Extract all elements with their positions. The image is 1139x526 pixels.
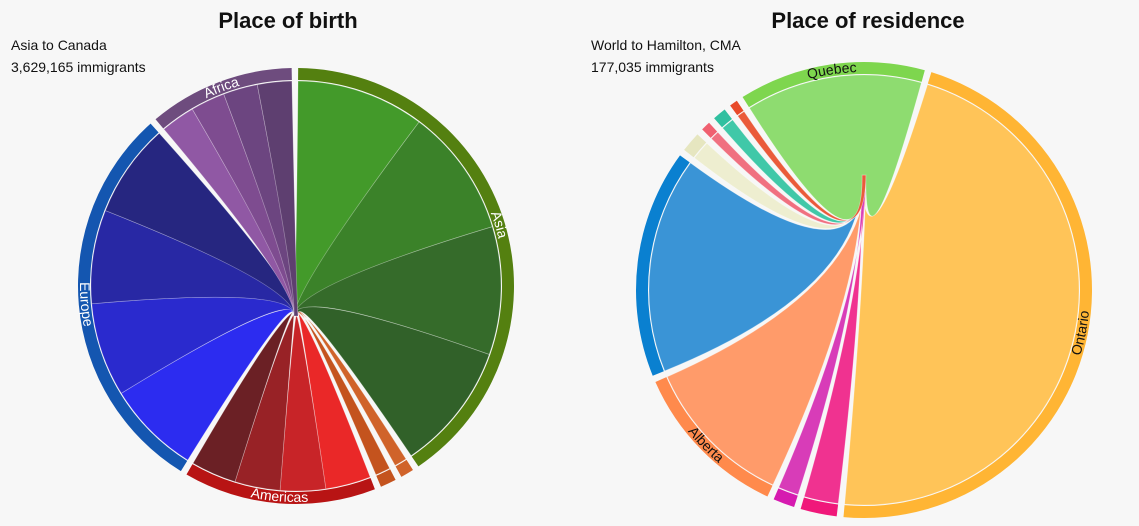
group-5-arc[interactable] bbox=[636, 155, 690, 376]
group-arcs bbox=[78, 68, 514, 504]
europe-arc[interactable] bbox=[78, 123, 188, 472]
birth-chord-panel: Place of birth Asia to Canada 3,629,165 … bbox=[8, 0, 568, 526]
group-5-ribbon[interactable] bbox=[648, 162, 867, 372]
group-arcs bbox=[636, 62, 1092, 518]
birth-route-label: Asia to Canada bbox=[11, 37, 107, 53]
americas-label: Americas bbox=[250, 484, 309, 505]
birth-chart-title: Place of birth bbox=[218, 8, 358, 33]
quebec-ribbon[interactable] bbox=[749, 74, 922, 220]
ribbons bbox=[90, 80, 502, 492]
group-3-arc[interactable] bbox=[376, 469, 396, 487]
residence-immigrant-count: 177,035 immigrants bbox=[591, 59, 714, 75]
alberta-arc[interactable] bbox=[655, 377, 773, 497]
group-6-arc[interactable] bbox=[684, 134, 707, 158]
group-7-arc[interactable] bbox=[702, 122, 718, 138]
group-9-arc[interactable] bbox=[730, 100, 744, 116]
ribbons bbox=[648, 74, 1080, 506]
group-2-ribbon[interactable] bbox=[803, 174, 867, 504]
group-2-arc[interactable] bbox=[395, 459, 413, 477]
group-8-arc[interactable] bbox=[714, 109, 732, 128]
asia-label: Asia bbox=[488, 209, 511, 240]
birth-immigrant-count: 3,629,165 immigrants bbox=[11, 59, 146, 75]
africa-arc[interactable] bbox=[155, 68, 292, 129]
asia-ribbon[interactable] bbox=[293, 306, 490, 457]
americas-arc[interactable] bbox=[186, 464, 375, 504]
group-3-ribbon[interactable] bbox=[293, 311, 391, 476]
europe-ribbon[interactable] bbox=[120, 309, 299, 461]
group-3-ribbon[interactable] bbox=[778, 174, 867, 496]
alberta-ribbon[interactable] bbox=[666, 174, 867, 486]
residence-chart-title: Place of residence bbox=[771, 8, 965, 33]
group-9-ribbon[interactable] bbox=[737, 111, 867, 222]
group-3-arc[interactable] bbox=[773, 488, 798, 508]
africa-ribbon[interactable] bbox=[256, 80, 299, 317]
group-2-arc[interactable] bbox=[800, 497, 839, 517]
quebec-arc[interactable] bbox=[742, 62, 925, 108]
europe-label: Europe bbox=[77, 282, 97, 328]
residence-route-label: World to Hamilton, CMA bbox=[591, 37, 741, 53]
residence-chord-panel: Place of residence World to Hamilton, CM… bbox=[588, 0, 1139, 526]
